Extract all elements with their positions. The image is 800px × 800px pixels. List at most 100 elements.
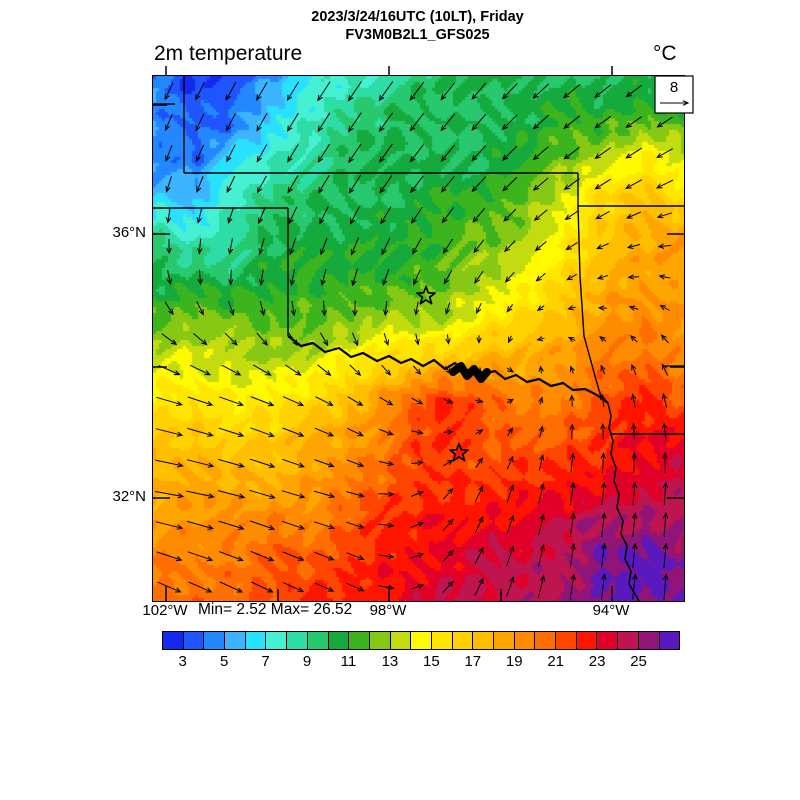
wind-vector — [538, 483, 545, 504]
wind-vector — [282, 427, 305, 437]
wind-vector — [381, 364, 392, 376]
wind-vector — [411, 460, 425, 466]
wind-vector — [259, 300, 266, 317]
wind-reference-box — [654, 75, 694, 114]
state-border-ok_ar_east — [577, 205, 602, 398]
wind-vector — [563, 115, 581, 129]
wind-vector — [227, 207, 235, 224]
wind-vector — [532, 114, 549, 130]
wind-reference-arrow — [660, 100, 690, 106]
colorbar-tick-label: 9 — [302, 653, 312, 670]
wind-vector — [383, 300, 389, 317]
lat-tick-label: 32°N — [112, 488, 146, 505]
wind-vector — [660, 334, 669, 344]
wind-vector — [286, 112, 299, 132]
wind-vector — [594, 115, 612, 129]
wind-vector — [532, 83, 550, 99]
wind-vector — [631, 512, 638, 537]
wind-vector — [189, 364, 212, 376]
wind-vector — [594, 147, 611, 159]
wind-vector — [471, 145, 487, 162]
variable-label: 2m temperature — [154, 42, 303, 65]
wind-vector — [562, 84, 581, 99]
wind-vector — [282, 551, 305, 561]
wind-vector — [506, 514, 515, 535]
plot-title-datetime: 2023/3/24/16UTC (10LT), Friday — [311, 9, 524, 25]
colorbar-tick-label: 13 — [381, 653, 399, 670]
wind-vector — [378, 584, 395, 591]
colorbar-cell — [183, 632, 205, 649]
wind-vector — [196, 176, 204, 193]
colorbar-tick-label: 21 — [547, 653, 565, 670]
wind-vector — [440, 144, 455, 162]
wind-vector — [348, 112, 362, 133]
state-border-tx_la_sabine — [607, 402, 640, 602]
wind-vector — [569, 365, 575, 374]
wind-vector — [410, 583, 425, 590]
wind-vector — [508, 335, 514, 344]
wind-vector — [538, 396, 544, 405]
wind-vector — [532, 177, 549, 191]
wind-vector — [314, 459, 335, 468]
wind-vector — [315, 396, 334, 406]
wind-vector — [158, 365, 181, 375]
wind-vector — [287, 175, 299, 194]
wind-vector — [165, 207, 172, 224]
wind-vector — [411, 429, 424, 435]
wind-vector — [350, 237, 359, 256]
wind-vector — [346, 582, 365, 592]
colorbar-cell — [452, 632, 474, 649]
wind-vector — [313, 490, 336, 499]
wind-vector — [655, 179, 674, 189]
wind-vector — [320, 332, 329, 347]
colorbar — [162, 631, 680, 650]
wind-vector — [410, 490, 425, 497]
wind-vector — [501, 114, 518, 131]
wind-vector — [346, 459, 365, 467]
wind-vector — [599, 336, 607, 342]
wind-vector — [412, 238, 422, 255]
wind-vector — [475, 429, 484, 435]
wind-vector — [161, 333, 178, 346]
colorbar-tick-label: 11 — [340, 653, 357, 670]
colorbar-cell — [204, 632, 226, 649]
wind-vector — [193, 333, 208, 346]
wind-vector — [538, 544, 546, 567]
min-max-stats-label: Min= 2.52 Max= 26.52 — [198, 601, 353, 618]
wind-vector — [662, 451, 668, 473]
wind-vector — [625, 84, 642, 98]
wind-vector — [346, 427, 364, 437]
wind-vector — [195, 113, 205, 132]
wind-vector — [249, 458, 276, 468]
wind-vector — [288, 332, 298, 347]
wind-vector — [442, 549, 454, 562]
wind-vector — [351, 268, 358, 287]
wind-vector — [661, 392, 668, 409]
temperature-field-canvas — [153, 76, 684, 601]
wind-vector — [626, 243, 641, 249]
colorbar-tick-label: 23 — [588, 653, 606, 670]
wind-reference-value: 8 — [670, 79, 678, 96]
wind-vector — [157, 581, 182, 593]
wind-vector — [378, 553, 395, 559]
wind-vector — [440, 82, 456, 101]
wind-vector — [506, 484, 514, 503]
wind-vector — [628, 305, 639, 311]
wind-vector — [378, 522, 395, 528]
colorbar-tick-label: 5 — [219, 653, 229, 670]
wind-vector — [219, 396, 244, 407]
colorbar-cell — [390, 632, 412, 649]
wind-vector — [281, 490, 306, 499]
wind-vector — [563, 178, 580, 191]
wind-vector — [534, 241, 547, 252]
wind-vector — [349, 206, 361, 225]
wind-vector — [224, 332, 238, 346]
wind-vector — [314, 521, 335, 530]
wind-vector — [256, 113, 268, 132]
colorbar-cell — [328, 632, 350, 649]
wind-vector — [256, 81, 268, 101]
lat-tick-label: 36°N — [112, 224, 146, 241]
wind-vector — [187, 396, 214, 407]
wind-vector — [443, 459, 454, 467]
wind-vector — [474, 515, 484, 534]
